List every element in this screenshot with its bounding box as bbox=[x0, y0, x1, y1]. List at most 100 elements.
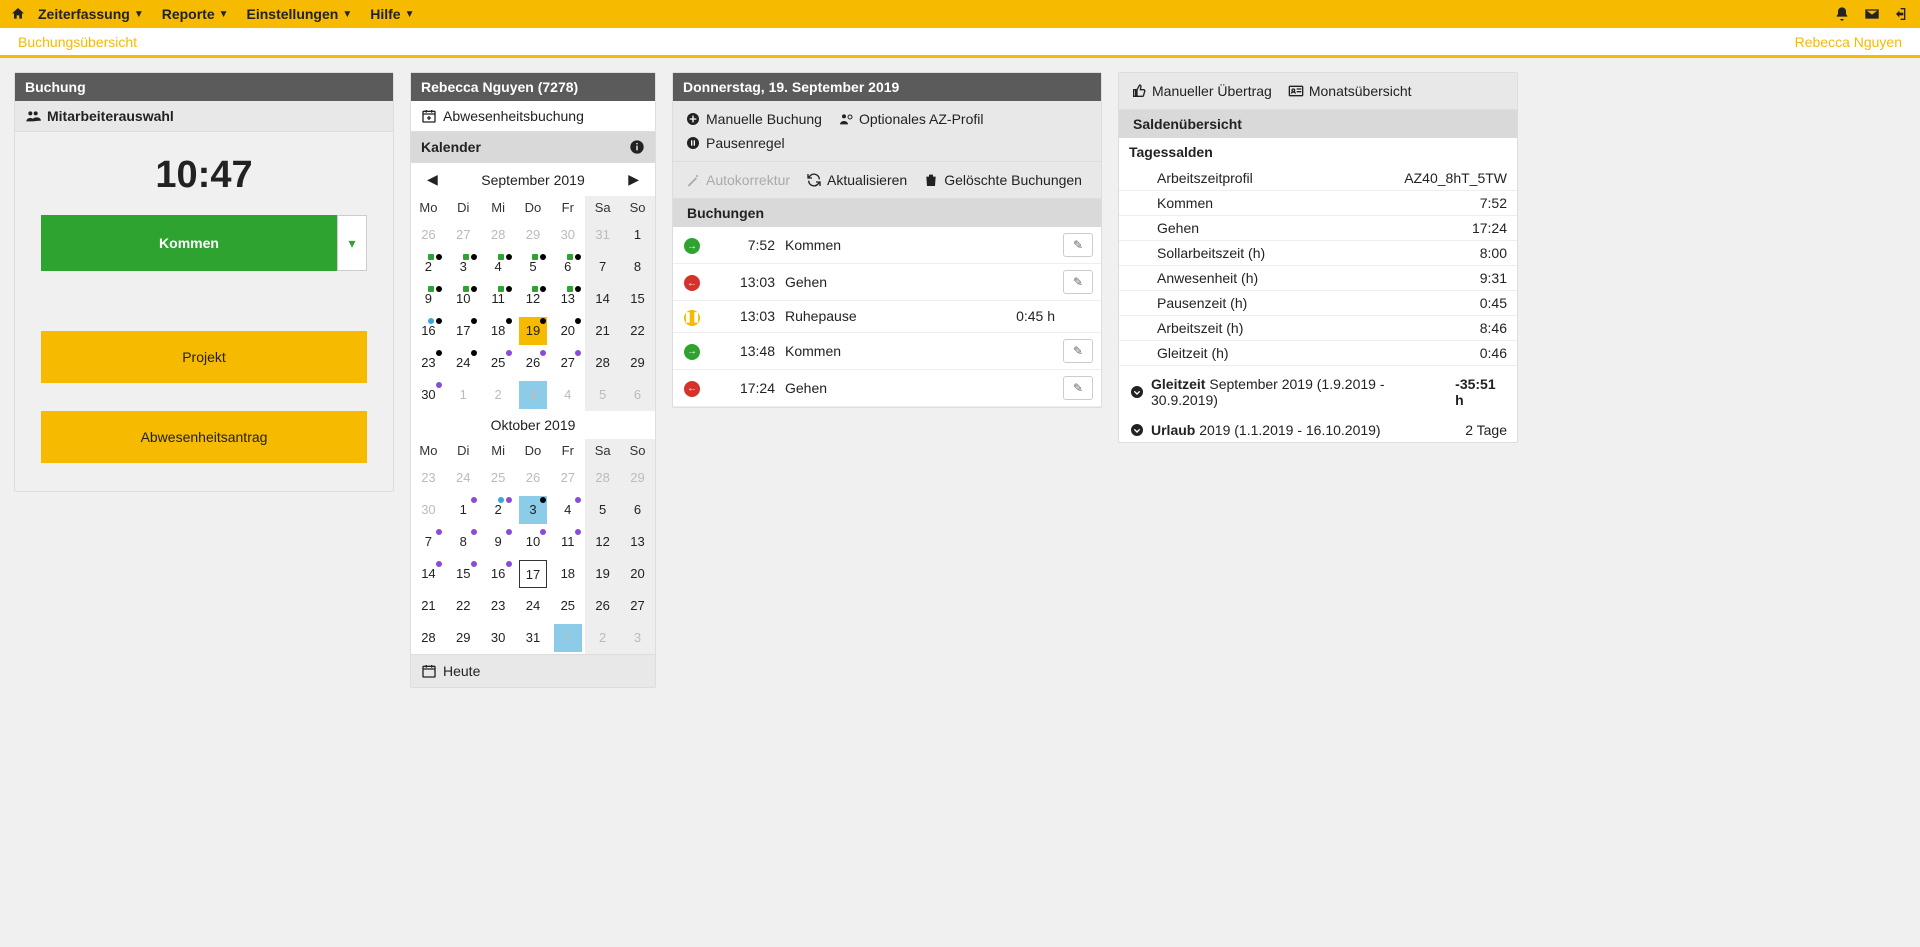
info-icon[interactable] bbox=[629, 139, 645, 155]
optional-profile-button[interactable]: Optionales AZ-Profil bbox=[830, 107, 992, 131]
menu-einstellungen[interactable]: Einstellungen▼ bbox=[247, 6, 353, 22]
cal-day[interactable]: 1 bbox=[550, 622, 585, 654]
edit-booking-button[interactable]: ✎ bbox=[1063, 376, 1093, 400]
kommen-dropdown-toggle[interactable]: ▾ bbox=[337, 215, 367, 271]
cal-day[interactable]: 12 bbox=[516, 283, 551, 315]
cal-day[interactable]: 1 bbox=[446, 494, 481, 526]
menu-reporte[interactable]: Reporte▼ bbox=[162, 6, 229, 22]
absence-request-button[interactable]: Abwesenheitsantrag bbox=[41, 411, 367, 463]
cal-day[interactable]: 11 bbox=[481, 283, 516, 315]
today-button[interactable]: Heute bbox=[411, 654, 655, 687]
cal-day[interactable]: 26 bbox=[516, 347, 551, 379]
cal-day[interactable]: 27 bbox=[620, 590, 655, 622]
cal-day[interactable]: 6 bbox=[550, 251, 585, 283]
mail-icon[interactable] bbox=[1864, 6, 1880, 22]
cal-day[interactable]: 22 bbox=[446, 590, 481, 622]
cal-day[interactable]: 10 bbox=[446, 283, 481, 315]
projekt-button[interactable]: Projekt bbox=[41, 331, 367, 383]
manual-booking-button[interactable]: Manuelle Buchung bbox=[677, 107, 830, 131]
cal-day[interactable]: 7 bbox=[585, 251, 620, 283]
cal-day[interactable]: 3 bbox=[516, 379, 551, 411]
cal-day[interactable]: 17 bbox=[446, 315, 481, 347]
cal-day[interactable]: 25 bbox=[481, 347, 516, 379]
edit-booking-button[interactable]: ✎ bbox=[1063, 270, 1093, 294]
cal-day[interactable]: 25 bbox=[550, 590, 585, 622]
cal-day[interactable]: 27 bbox=[550, 347, 585, 379]
cal-day[interactable]: 27 bbox=[550, 462, 585, 494]
cal-day[interactable]: 6 bbox=[620, 494, 655, 526]
cal-day[interactable]: 14 bbox=[585, 283, 620, 315]
cal-day[interactable]: 29 bbox=[446, 622, 481, 654]
cal-day[interactable]: 29 bbox=[620, 462, 655, 494]
bell-icon[interactable] bbox=[1834, 6, 1850, 22]
pause-rule-button[interactable]: Pausenregel bbox=[677, 131, 793, 155]
cal-day[interactable]: 18 bbox=[481, 315, 516, 347]
cal-day[interactable]: 26 bbox=[516, 462, 551, 494]
cal-day[interactable]: 20 bbox=[550, 315, 585, 347]
gleitzeit-row[interactable]: Gleitzeit September 2019 (1.9.2019 - 30.… bbox=[1119, 366, 1517, 412]
cal-day[interactable]: 9 bbox=[481, 526, 516, 558]
cal-day[interactable]: 14 bbox=[411, 558, 446, 590]
cal-day[interactable]: 31 bbox=[516, 622, 551, 654]
logout-icon[interactable] bbox=[1894, 6, 1910, 22]
cal-day[interactable]: 19 bbox=[585, 558, 620, 590]
cal-day[interactable]: 26 bbox=[585, 590, 620, 622]
kommen-button[interactable]: Kommen bbox=[41, 215, 337, 271]
cal-day[interactable]: 4 bbox=[550, 494, 585, 526]
absence-booking-button[interactable]: Abwesenheitsbuchung bbox=[411, 101, 655, 132]
cal-day[interactable]: 30 bbox=[411, 494, 446, 526]
cal-day[interactable]: 3 bbox=[516, 494, 551, 526]
cal-day[interactable]: 15 bbox=[446, 558, 481, 590]
cal-day[interactable]: 25 bbox=[481, 462, 516, 494]
cal-day[interactable]: 12 bbox=[585, 526, 620, 558]
cal-day[interactable]: 13 bbox=[550, 283, 585, 315]
cal-day[interactable]: 3 bbox=[620, 622, 655, 654]
cal-day[interactable]: 31 bbox=[585, 219, 620, 251]
refresh-button[interactable]: Aktualisieren bbox=[798, 168, 915, 192]
cal-prev-button[interactable]: ◀ bbox=[421, 169, 444, 190]
cal-day[interactable]: 28 bbox=[585, 462, 620, 494]
cal-day[interactable]: 24 bbox=[446, 462, 481, 494]
cal-day[interactable]: 28 bbox=[411, 622, 446, 654]
edit-booking-button[interactable]: ✎ bbox=[1063, 339, 1093, 363]
cal-day[interactable]: 26 bbox=[411, 219, 446, 251]
urlaub-row[interactable]: Urlaub 2019 (1.1.2019 - 16.10.2019) 2 Ta… bbox=[1119, 412, 1517, 442]
cal-day[interactable]: 29 bbox=[620, 347, 655, 379]
cal-day[interactable]: 2 bbox=[481, 494, 516, 526]
cal-day[interactable]: 5 bbox=[516, 251, 551, 283]
employee-select-button[interactable]: Mitarbeiterauswahl bbox=[15, 101, 393, 132]
cal-day[interactable]: 27 bbox=[446, 219, 481, 251]
cal-day[interactable]: 5 bbox=[585, 379, 620, 411]
cal-day[interactable]: 10 bbox=[516, 526, 551, 558]
cal-day[interactable]: 21 bbox=[585, 315, 620, 347]
menu-zeiterfassung[interactable]: Zeiterfassung▼ bbox=[38, 6, 144, 22]
cal-day[interactable]: 29 bbox=[516, 219, 551, 251]
cal-day[interactable]: 23 bbox=[411, 462, 446, 494]
cal-day[interactable]: 16 bbox=[411, 315, 446, 347]
cal-day[interactable]: 15 bbox=[620, 283, 655, 315]
cal-day[interactable]: 3 bbox=[446, 251, 481, 283]
cal-day[interactable]: 7 bbox=[411, 526, 446, 558]
cal-day[interactable]: 2 bbox=[411, 251, 446, 283]
menu-hilfe[interactable]: Hilfe▼ bbox=[370, 6, 414, 22]
manual-carry-button[interactable]: Manueller Übertrag bbox=[1123, 79, 1280, 103]
cal-day[interactable]: 24 bbox=[516, 590, 551, 622]
cal-day[interactable]: 1 bbox=[446, 379, 481, 411]
cal-day[interactable]: 8 bbox=[446, 526, 481, 558]
cal-day[interactable]: 11 bbox=[550, 526, 585, 558]
cal-day[interactable]: 4 bbox=[481, 251, 516, 283]
cal-day[interactable]: 8 bbox=[620, 251, 655, 283]
cal-day[interactable]: 19 bbox=[516, 315, 551, 347]
cal-day[interactable]: 17 bbox=[516, 558, 551, 590]
cal-day[interactable]: 30 bbox=[411, 379, 446, 411]
cal-day[interactable]: 23 bbox=[411, 347, 446, 379]
cal-day[interactable]: 18 bbox=[550, 558, 585, 590]
deleted-bookings-button[interactable]: Gelöschte Buchungen bbox=[915, 168, 1090, 192]
cal-day[interactable]: 30 bbox=[481, 622, 516, 654]
cal-day[interactable]: 24 bbox=[446, 347, 481, 379]
cal-day[interactable]: 5 bbox=[585, 494, 620, 526]
cal-day[interactable]: 21 bbox=[411, 590, 446, 622]
cal-day[interactable]: 23 bbox=[481, 590, 516, 622]
cal-day[interactable]: 22 bbox=[620, 315, 655, 347]
cal-day[interactable]: 6 bbox=[620, 379, 655, 411]
